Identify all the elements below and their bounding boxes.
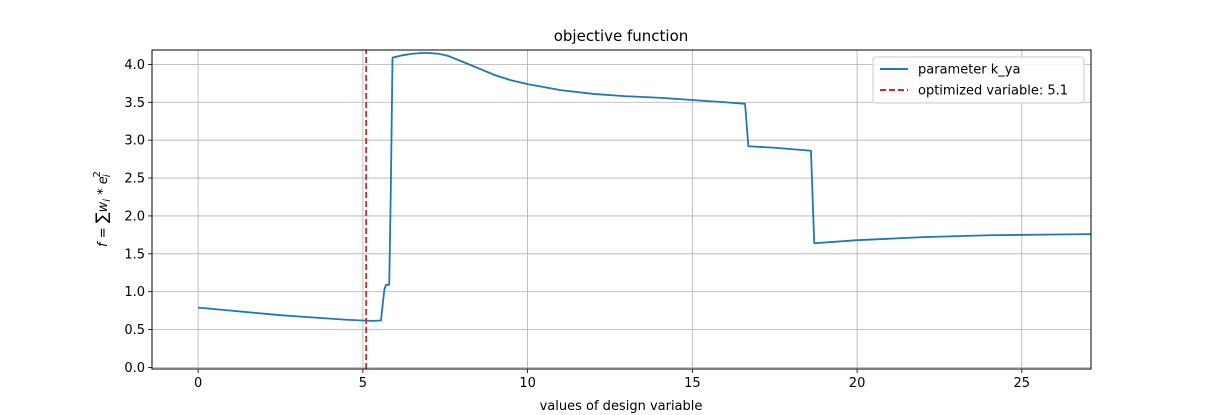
y-label-e-sub: i (102, 174, 113, 177)
y-label-f: f (96, 240, 111, 247)
y-label-w-sub: i (102, 199, 113, 202)
y-label-w: w (96, 201, 111, 212)
x-tick-label: 0 (194, 376, 202, 391)
y-label-star: * (96, 184, 111, 199)
x-tick-label: 5 (359, 376, 367, 391)
x-tick-label: 20 (849, 376, 866, 391)
y-label-e-sup: 2 (92, 171, 103, 177)
y-tick-label: 4.0 (124, 58, 145, 73)
y-tick-label: 3.0 (124, 134, 145, 149)
y-label-e: e (96, 176, 111, 184)
x-tick-label: 10 (519, 376, 536, 391)
y-axis-label: f = ∑wi * ei2 (92, 171, 113, 247)
chart-title: objective function (554, 27, 689, 45)
x-tick-label: 15 (684, 376, 701, 391)
y-tick-label: 0.0 (124, 361, 145, 376)
y-tick-label: 1.0 (124, 285, 145, 300)
x-tick-label: 25 (1014, 376, 1031, 391)
plot-frame (151, 49, 1092, 370)
y-tick-label: 2.0 (124, 209, 145, 224)
y-label-eq: = (96, 223, 111, 242)
x-axis-label: values of design variable (540, 399, 703, 414)
legend-box (872, 56, 1085, 104)
y-tick-label: 1.5 (124, 247, 145, 262)
y-label-sum: ∑ (92, 212, 111, 223)
y-tick-label: 0.5 (124, 323, 145, 338)
y-tick-label: 3.5 (124, 96, 145, 111)
legend-label-optimized-variable: optimized variable: 5.1 (918, 84, 1068, 99)
series-line-parameter-k-ya (198, 52, 1091, 322)
y-tick-label: 2.5 (124, 172, 145, 187)
series-layer (198, 50, 1091, 369)
ticks: 0 5 10 15 20 25 0.0 0.5 1.0 1.5 2.0 2.5 3.0 3.5 4.0 (124, 58, 1030, 391)
legend-label-parameter-k-ya: parameter k_ya (918, 63, 1020, 78)
legend: parameter k_ya optimized variable: 5.1 (872, 56, 1085, 104)
